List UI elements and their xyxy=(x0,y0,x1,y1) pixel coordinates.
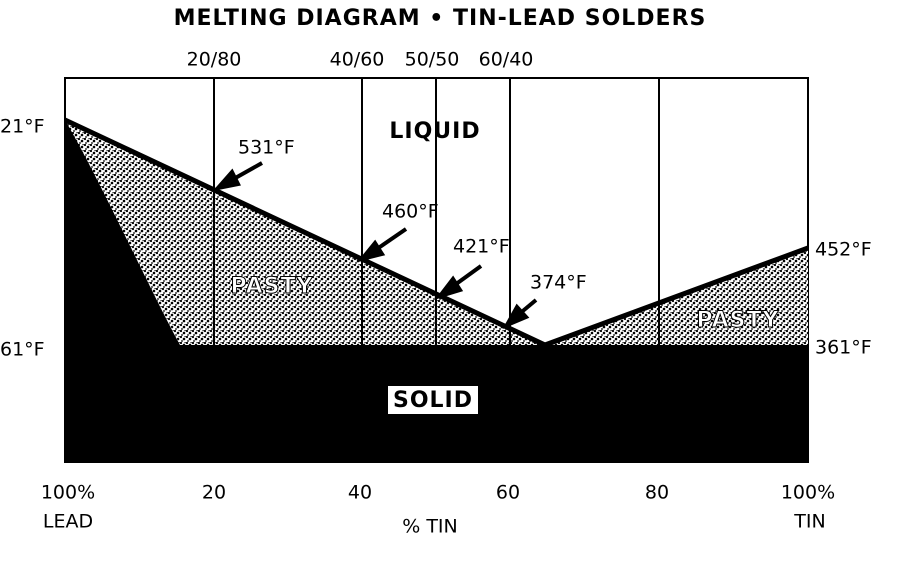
x-label: 60 xyxy=(496,482,520,504)
title: MELTING DIAGRAM • TIN-LEAD SOLDERS xyxy=(174,6,707,31)
arrow-head xyxy=(212,168,241,192)
top-label: 40/60 xyxy=(330,49,385,71)
callout: 374°F xyxy=(530,272,587,294)
region-label: PASTY xyxy=(231,274,314,299)
x-label: 100% xyxy=(781,482,835,504)
liquidus-line xyxy=(63,117,809,348)
composition-lines xyxy=(213,78,660,462)
top-label: 50/50 xyxy=(405,49,460,71)
solid-label-box xyxy=(388,386,478,414)
left-label: 61°F xyxy=(0,339,45,361)
arrows xyxy=(212,161,538,330)
callout: 421°F xyxy=(453,236,510,258)
x-label: 40 xyxy=(348,482,372,504)
callout: 531°F xyxy=(238,137,295,159)
arrow-head xyxy=(502,303,530,330)
callout: 460°F xyxy=(382,201,439,223)
arrow-head xyxy=(356,239,386,263)
x-label: 80 xyxy=(645,482,669,504)
region-label: LIQUID xyxy=(389,119,480,144)
region-label: SOLID xyxy=(393,388,473,413)
x-label: 20 xyxy=(202,482,226,504)
solid-region xyxy=(65,120,808,462)
right-label: 361°F xyxy=(815,337,872,359)
region-label: PASTY xyxy=(697,308,780,333)
top-label: 20/80 xyxy=(187,49,242,71)
left-label: 21°F xyxy=(0,116,45,138)
x-end-label: TIN xyxy=(793,511,825,533)
right-label: 452°F xyxy=(815,239,872,261)
top-label: 60/40 xyxy=(479,49,534,71)
x-end-label: LEAD xyxy=(43,511,93,533)
x-label: 100% xyxy=(41,482,95,504)
arrow-head xyxy=(434,275,464,300)
x-title: % TIN xyxy=(402,516,458,538)
